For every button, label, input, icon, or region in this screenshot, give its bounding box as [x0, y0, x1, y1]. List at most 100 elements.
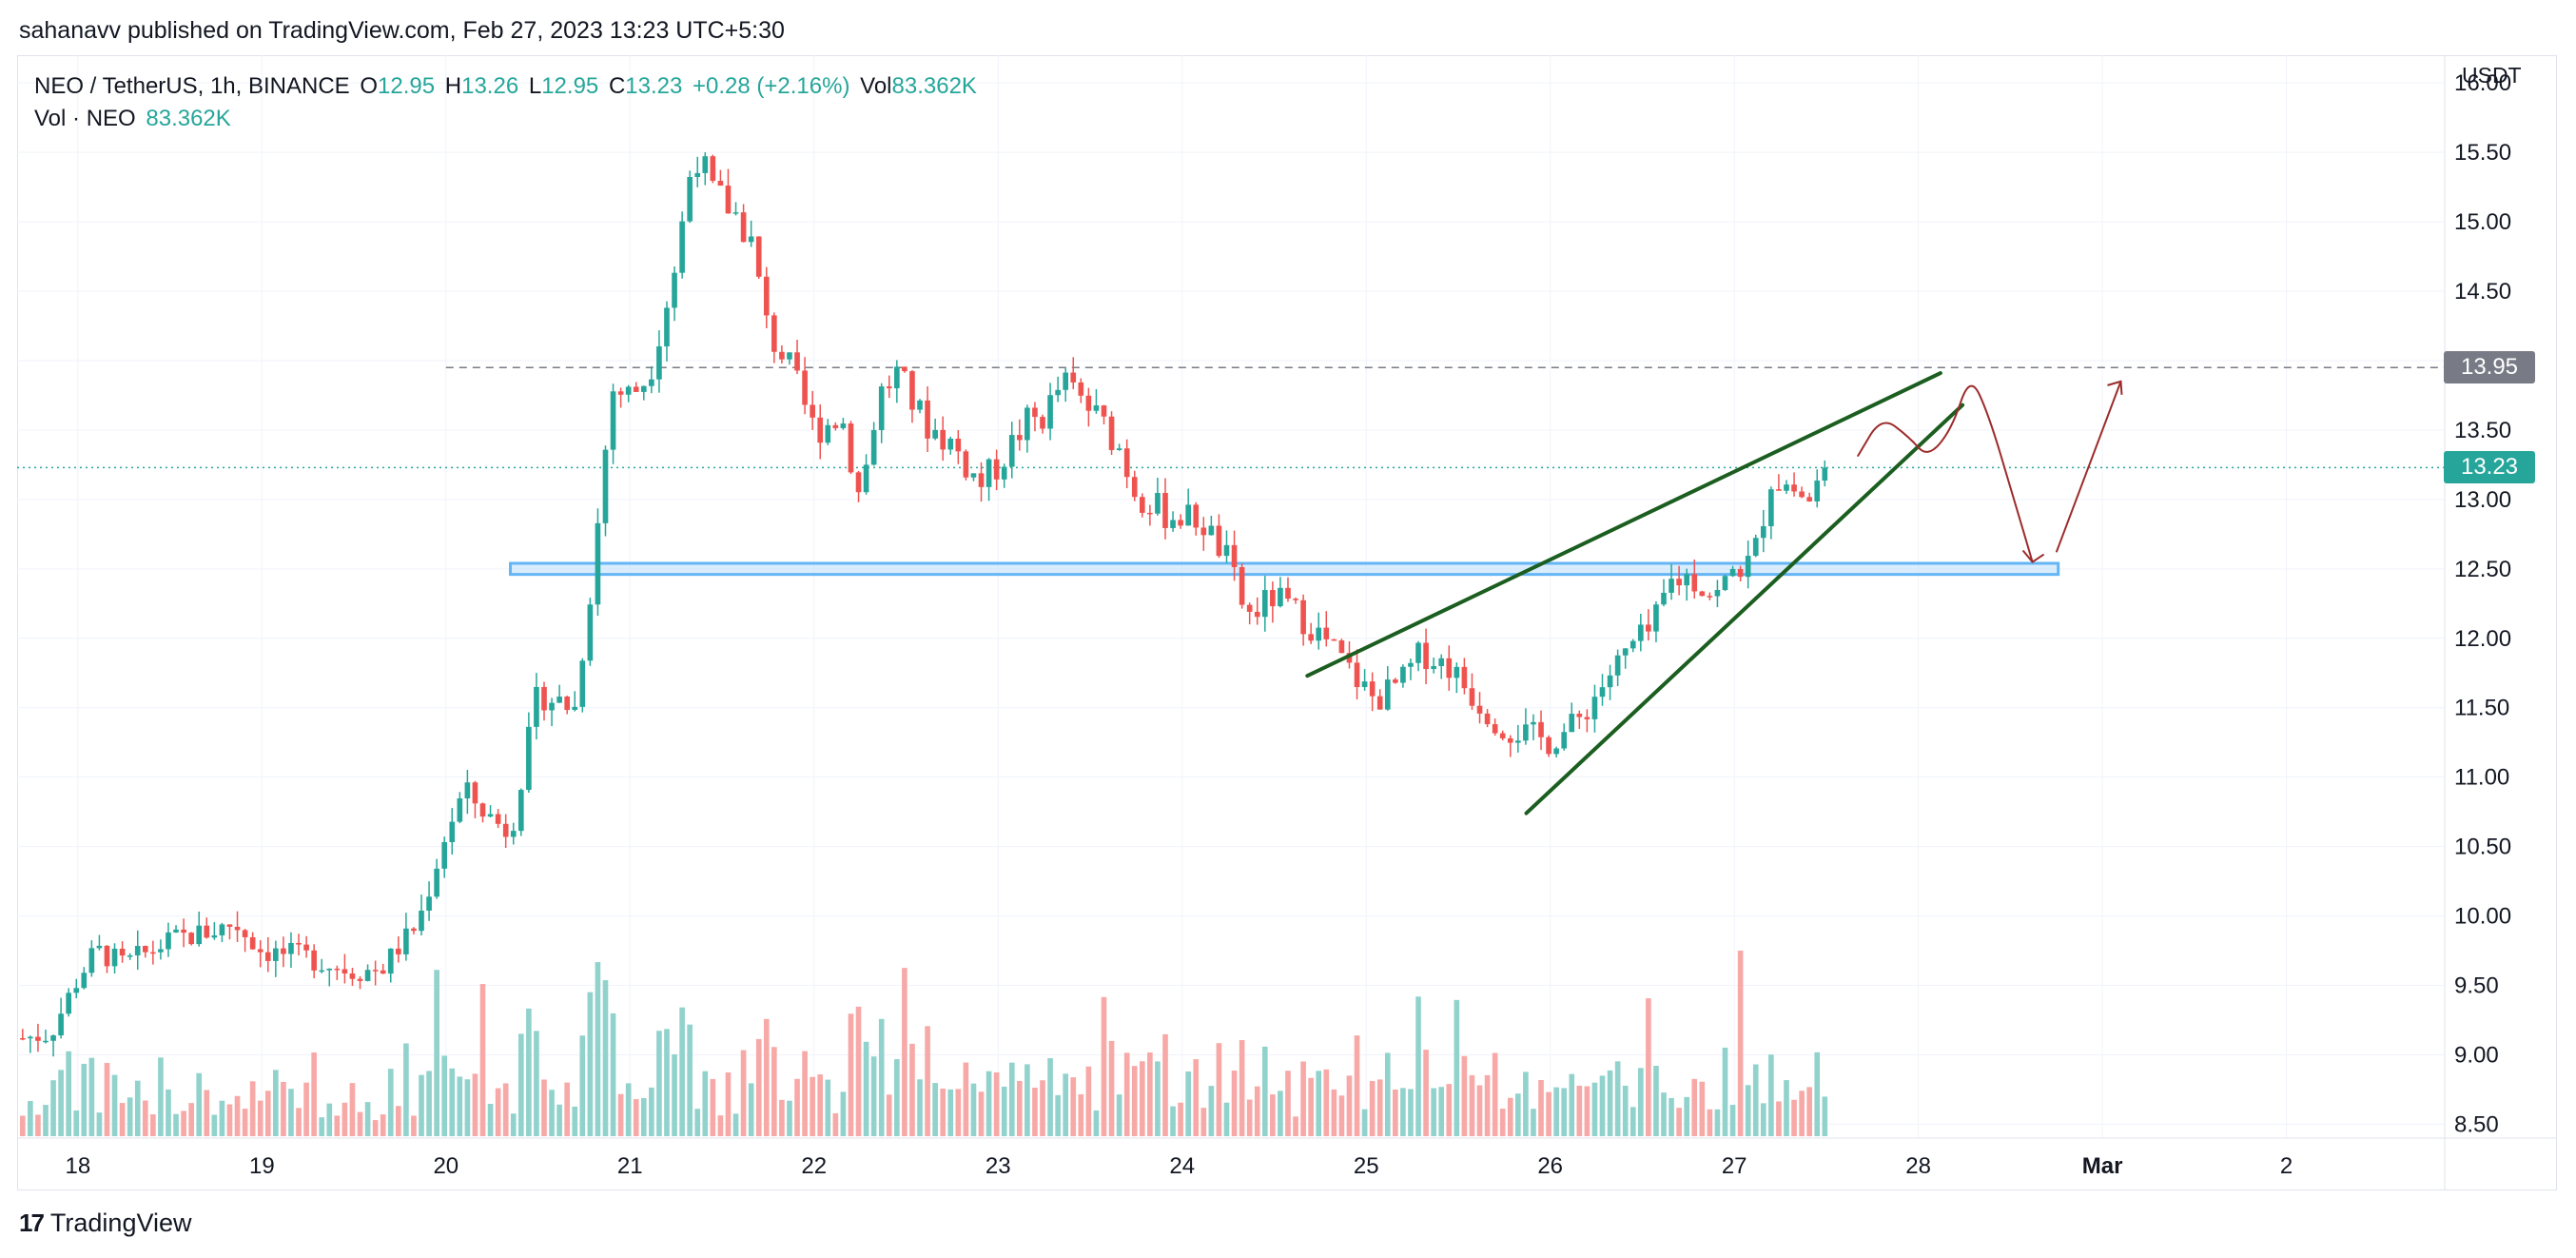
volume-bar: [955, 1089, 962, 1136]
candle-body: [909, 371, 915, 410]
volume-bar: [1646, 998, 1651, 1136]
candle-body: [1016, 435, 1023, 441]
volume-bar: [349, 1083, 356, 1136]
legend-vol-label: Vol: [860, 73, 892, 99]
candle-body: [817, 417, 824, 443]
candle-body: [1408, 662, 1414, 667]
volume-bar: [1814, 1052, 1821, 1136]
candle-body: [1599, 687, 1606, 698]
candle-body: [1737, 568, 1744, 578]
candle-body: [925, 400, 930, 439]
candle-body: [1270, 590, 1276, 607]
candle-body: [119, 948, 126, 956]
candle-body: [50, 1035, 56, 1041]
candle-body: [426, 896, 432, 911]
candle-body: [932, 429, 938, 439]
volume-bar: [1147, 1052, 1153, 1136]
time-tick-label: Mar: [2082, 1153, 2123, 1179]
volume-bar: [158, 1057, 164, 1136]
volume-bar: [1576, 1085, 1583, 1136]
candle-body: [748, 236, 754, 243]
candle-body: [326, 968, 333, 971]
candle-body: [349, 973, 356, 979]
volume-bar: [870, 1056, 877, 1136]
candle-body: [526, 726, 532, 791]
volume-bar: [364, 1102, 371, 1136]
tradingview-logo-text: TradingView: [49, 1209, 192, 1237]
volume-bar: [1261, 1046, 1268, 1136]
price-tick-label: 14.50: [2454, 279, 2511, 305]
volume-bar: [1178, 1102, 1183, 1136]
volume-bar: [1354, 1035, 1360, 1136]
volume-bar: [909, 1043, 915, 1136]
candle-body: [787, 352, 792, 360]
candle-body: [1576, 714, 1583, 717]
chart-legend: NEO / TetherUS, 1h, BINANCE O12.95 H13.2…: [34, 70, 981, 135]
volume-bar: [1768, 1054, 1774, 1136]
candle-body: [387, 948, 394, 974]
time-tick-label: 24: [1169, 1153, 1195, 1179]
legend-symbol[interactable]: NEO / TetherUS, 1h, BINANCE: [34, 73, 350, 99]
volume-bar: [1001, 1086, 1007, 1136]
volume-bar: [134, 1080, 141, 1136]
candle-body: [1446, 658, 1453, 678]
candle-body: [1791, 484, 1797, 492]
volume-bar: [579, 1035, 586, 1136]
volume-bar: [1669, 1097, 1674, 1136]
candle-body: [419, 910, 424, 932]
volume-bar: [625, 1083, 632, 1136]
candle-body: [1768, 489, 1774, 526]
volume-bar: [1553, 1087, 1559, 1136]
volume-bar: [88, 1057, 95, 1136]
volume-bar: [1438, 1087, 1445, 1136]
candle-body: [763, 276, 770, 316]
legend-vol: 83.362K: [891, 73, 977, 99]
volume-bar: [1254, 1086, 1260, 1136]
candle-body: [510, 831, 517, 837]
volume-bar: [802, 1051, 808, 1136]
volume-bar: [1499, 1109, 1506, 1136]
candle-body: [1200, 527, 1207, 536]
volume-bar: [1008, 1062, 1015, 1136]
price-tick-label: 10.00: [2454, 904, 2511, 930]
volume-bar: [1408, 1089, 1414, 1136]
candle-body: [802, 370, 808, 405]
candle-body: [281, 948, 286, 954]
volume-bar: [303, 1082, 309, 1136]
volume-bar: [541, 1079, 547, 1136]
candle-body: [1216, 525, 1222, 557]
legend-vol-row-value: 83.362K: [146, 106, 231, 131]
candle-body: [1101, 405, 1107, 417]
volume-bar: [1155, 1061, 1161, 1136]
volume-bar: [1131, 1066, 1138, 1136]
candle-body: [1376, 696, 1383, 710]
volume-bar: [1116, 1094, 1122, 1136]
grid: [17, 55, 2445, 1138]
volume-bar: [986, 1071, 992, 1136]
projection-arrowhead-up: [2107, 380, 2123, 395]
volume-bar: [1047, 1058, 1053, 1136]
candle-body: [1278, 587, 1283, 607]
volume-bar: [1055, 1094, 1061, 1136]
volume-bar: [1270, 1094, 1276, 1136]
price-tick-label: 11.00: [2454, 765, 2509, 791]
candle-body: [1484, 713, 1491, 725]
volume-bar: [1591, 1082, 1598, 1136]
volume-bar: [487, 1104, 494, 1136]
candle-body: [1637, 624, 1644, 641]
volume-bar: [1484, 1074, 1491, 1136]
volume-bar: [50, 1080, 56, 1136]
support-zone-layer: [509, 561, 2060, 577]
candle-body: [35, 1036, 41, 1041]
candle-body: [1085, 395, 1092, 411]
volume-bar: [787, 1100, 792, 1136]
legend-vol-row-label[interactable]: Vol · NEO: [34, 106, 136, 131]
candle-body: [1323, 627, 1330, 639]
volume-bar: [1231, 1071, 1238, 1136]
price-tick-label: 8.50: [2454, 1111, 2499, 1137]
time-tick-label: 22: [801, 1153, 827, 1179]
volume-bar: [640, 1097, 647, 1136]
tradingview-logo[interactable]: 17 TradingView: [19, 1209, 192, 1238]
candle-body: [1108, 416, 1115, 450]
